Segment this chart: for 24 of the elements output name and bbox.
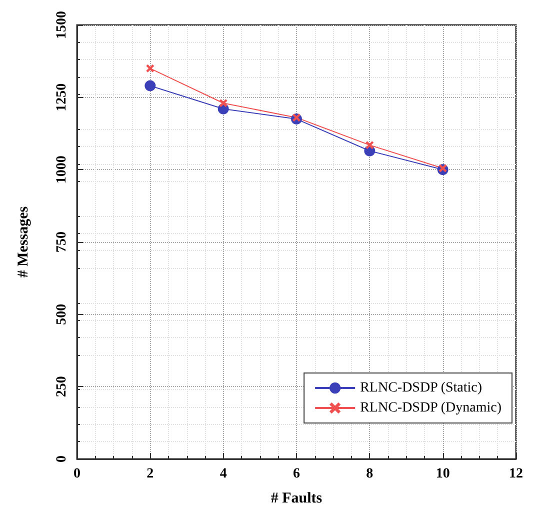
y-tick-label: 250 [54, 376, 70, 398]
x-tick-label: 10 [436, 466, 450, 482]
y-tick-label: 1500 [54, 11, 70, 39]
legend-label: RLNC-DSDP (Static) [360, 380, 482, 396]
y-tick-label: 500 [54, 304, 70, 325]
point [438, 164, 447, 172]
y-axis-title: # Messages [16, 206, 32, 278]
x-tick-label: 2 [146, 466, 154, 482]
legend-label: RLNC-DSDP (Dynamic) [360, 400, 502, 416]
point [292, 114, 300, 122]
point [219, 99, 228, 108]
x-axis-title: # Faults [270, 490, 322, 506]
point [366, 141, 374, 150]
x-tick-label: 0 [74, 466, 80, 482]
x-tick-label: 12 [509, 466, 523, 482]
y-tick-label: 1250 [54, 83, 70, 112]
y-tick-label: 750 [54, 232, 70, 252]
x-tick-label: 8 [366, 466, 374, 482]
y-tick-label: 0 [54, 456, 70, 462]
x-tick-label: 4 [220, 466, 227, 482]
x-tick-label: 6 [293, 466, 300, 482]
y-tick-label: 1000 [54, 156, 70, 184]
point [144, 80, 156, 92]
point [146, 64, 154, 72]
